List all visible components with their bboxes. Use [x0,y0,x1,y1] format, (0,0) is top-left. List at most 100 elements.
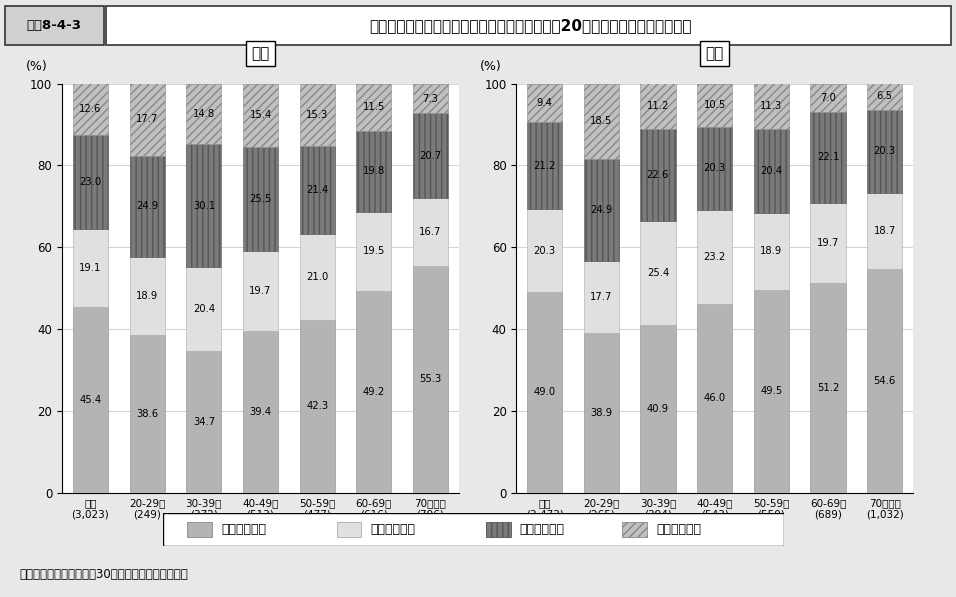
Bar [130,257,164,335]
Bar [697,84,732,127]
Bar [73,307,108,493]
Text: 22.6: 22.6 [647,170,669,180]
Bar [527,292,562,493]
Text: 19.5: 19.5 [362,247,385,257]
Text: 16.7: 16.7 [420,227,442,237]
Bar [867,83,902,110]
Text: 女性: 女性 [706,46,724,61]
Text: 7.0: 7.0 [820,93,836,103]
Bar [811,112,845,202]
Text: 資料：厚生労働省「平成30年国民健康・栄養調査」: 資料：厚生労働省「平成30年国民健康・栄養調査」 [19,568,187,581]
Text: 男性: 男性 [251,46,270,61]
Bar [697,127,732,210]
Text: 7.3: 7.3 [423,94,439,103]
Bar [584,84,619,159]
Bar [753,213,789,290]
Text: 20.3: 20.3 [704,163,726,173]
Bar [243,146,278,251]
Text: 40.9: 40.9 [647,404,669,414]
Text: 11.5: 11.5 [362,102,385,112]
Text: 14.8: 14.8 [193,109,215,119]
Bar [811,84,845,112]
Text: 18.5: 18.5 [590,116,613,127]
Text: 18.9: 18.9 [760,247,782,257]
Text: 55.3: 55.3 [420,374,442,384]
Bar [867,110,902,193]
FancyBboxPatch shape [486,522,511,537]
Text: 19.1: 19.1 [79,263,101,273]
Text: 17.7: 17.7 [136,115,159,124]
Bar [357,211,391,291]
Bar [584,261,619,334]
Text: ほとんどない: ほとんどない [657,524,702,536]
Bar [186,350,222,493]
Text: 49.2: 49.2 [362,387,385,397]
Text: 38.6: 38.6 [136,408,159,418]
Bar [130,83,164,156]
Text: 12.6: 12.6 [79,104,101,114]
Bar [130,156,164,257]
Text: 38.9: 38.9 [590,408,613,418]
Bar [299,146,335,233]
Text: 20.3: 20.3 [874,146,896,156]
Bar [697,304,732,493]
Bar [641,325,676,493]
Bar [357,131,391,211]
Text: 25.5: 25.5 [250,193,272,204]
Text: 20.4: 20.4 [760,166,782,176]
Bar [357,291,391,493]
Y-axis label: (%): (%) [26,60,47,73]
Text: 34.7: 34.7 [193,417,215,427]
Bar [527,84,562,122]
Bar [811,283,845,493]
Bar [130,335,164,493]
Text: 主食・主菜・副菜を組み合わせた食事の頻度（20歳以上、性・年齢階級別）: 主食・主菜・副菜を組み合わせた食事の頻度（20歳以上、性・年齢階級別） [369,18,691,33]
Bar [867,193,902,269]
Text: 図表8-4-3: 図表8-4-3 [27,19,81,32]
FancyBboxPatch shape [187,522,212,537]
Text: 18.9: 18.9 [136,291,159,301]
Text: 54.6: 54.6 [874,376,896,386]
Bar [584,159,619,261]
Text: 42.3: 42.3 [306,401,328,411]
FancyBboxPatch shape [337,522,361,537]
FancyBboxPatch shape [106,6,951,45]
Text: 20.3: 20.3 [533,245,555,256]
Bar [299,319,335,493]
Bar [73,83,108,135]
Bar [243,84,278,146]
Text: 18.7: 18.7 [874,226,896,236]
Text: 10.5: 10.5 [704,100,726,110]
Bar [753,130,789,213]
Bar [73,229,108,307]
FancyBboxPatch shape [5,6,104,45]
Bar [641,83,676,129]
Text: 24.9: 24.9 [590,205,613,215]
Text: 15.3: 15.3 [306,110,328,120]
Text: 23.2: 23.2 [704,252,726,262]
Bar [299,84,335,146]
Text: 15.4: 15.4 [250,110,272,120]
Text: 49.5: 49.5 [760,386,782,396]
Text: 19.8: 19.8 [362,166,385,176]
Bar [413,113,448,198]
Text: 19.7: 19.7 [816,238,839,248]
Text: 30.1: 30.1 [193,201,215,211]
Bar [753,290,789,493]
Bar [413,266,448,493]
Text: 45.4: 45.4 [79,395,101,405]
Y-axis label: (%): (%) [480,60,501,73]
Text: 週に２～３日: 週に２～３日 [520,524,565,536]
Text: 6.5: 6.5 [877,91,893,101]
Bar [584,334,619,493]
Text: 週に４～５日: 週に４～５日 [371,524,416,536]
Bar [641,221,676,325]
Text: 21.2: 21.2 [533,161,555,171]
Text: 17.7: 17.7 [590,293,613,302]
Bar [186,144,222,267]
Text: 20.4: 20.4 [193,304,215,314]
Text: 25.4: 25.4 [647,268,669,278]
Bar [186,267,222,350]
Text: 20.7: 20.7 [420,151,442,161]
Bar [753,83,789,130]
